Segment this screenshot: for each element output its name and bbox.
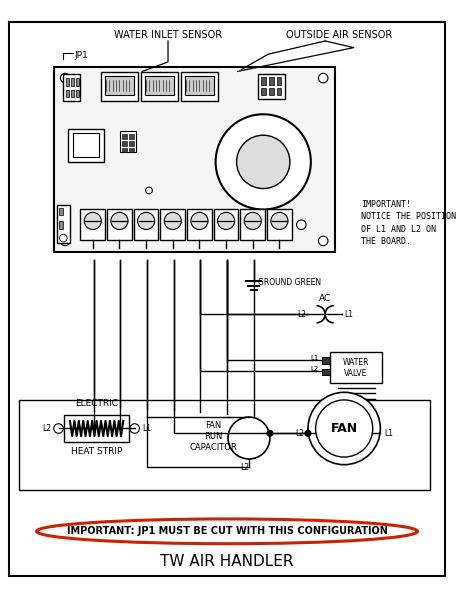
Circle shape [308, 392, 380, 465]
Text: FAN: FAN [330, 422, 358, 435]
Bar [129, 141, 134, 146]
Bar [120, 132, 136, 152]
Text: IMPORTANT!
NOTICE THE POSITION
OF L1 AND L2 ON
THE BOARD.: IMPORTANT! NOTICE THE POSITION OF L1 AND… [361, 200, 456, 246]
Bar [129, 148, 134, 152]
Bar [105, 76, 134, 95]
Text: L1: L1 [310, 355, 319, 361]
Bar [122, 141, 127, 146]
Bar [64, 74, 81, 101]
Circle shape [191, 212, 208, 230]
Bar [261, 88, 266, 95]
Bar [73, 133, 100, 157]
Bar [141, 72, 178, 101]
Text: L1: L1 [384, 429, 393, 438]
Circle shape [244, 212, 261, 230]
Bar [267, 209, 292, 240]
Text: L2: L2 [42, 424, 51, 433]
Text: L2: L2 [310, 367, 319, 373]
Circle shape [319, 74, 328, 83]
Bar [322, 357, 330, 364]
Text: GROUND GREEN: GROUND GREEN [258, 278, 321, 287]
Bar [276, 88, 282, 95]
Bar [58, 221, 64, 228]
Circle shape [316, 400, 373, 457]
Bar [68, 129, 104, 162]
Circle shape [267, 431, 273, 436]
Bar [160, 209, 185, 240]
Bar [134, 209, 158, 240]
Text: HEAT STRIP: HEAT STRIP [71, 447, 122, 456]
Bar [182, 72, 218, 101]
Circle shape [54, 424, 64, 434]
Text: OUTSIDE AIR SENSOR: OUTSIDE AIR SENSOR [286, 30, 392, 40]
Bar [76, 90, 79, 97]
Bar [129, 135, 134, 139]
Circle shape [111, 212, 128, 230]
Bar [64, 415, 129, 442]
Text: L2: L2 [297, 310, 306, 319]
Bar [269, 77, 273, 85]
Bar [322, 368, 330, 375]
Bar [81, 209, 105, 240]
Text: FAN
RUN
CAPACITOR: FAN RUN CAPACITOR [190, 421, 237, 452]
Circle shape [216, 114, 311, 209]
Text: WATER INLET SENSOR: WATER INLET SENSOR [114, 30, 222, 40]
Text: JP1: JP1 [75, 51, 89, 60]
Circle shape [228, 417, 270, 459]
Circle shape [130, 424, 139, 434]
Bar [185, 76, 214, 95]
Text: TW AIR HANDLER: TW AIR HANDLER [160, 554, 294, 569]
Bar [330, 352, 382, 383]
Bar [56, 205, 70, 243]
Bar [276, 77, 282, 85]
Bar [145, 76, 174, 95]
Circle shape [297, 220, 306, 230]
Circle shape [137, 212, 155, 230]
Bar [58, 208, 64, 215]
Text: L2: L2 [295, 429, 304, 438]
Bar [66, 90, 69, 97]
Bar [269, 88, 273, 95]
Circle shape [271, 212, 288, 230]
Bar [101, 72, 137, 101]
Text: L1: L1 [344, 310, 353, 319]
Bar [71, 78, 74, 86]
Text: L2: L2 [241, 463, 250, 472]
Bar [54, 66, 335, 252]
Bar [261, 77, 266, 85]
Circle shape [60, 74, 70, 83]
Circle shape [60, 236, 70, 246]
Bar [187, 209, 212, 240]
Circle shape [218, 212, 235, 230]
Circle shape [146, 187, 152, 194]
Circle shape [319, 236, 328, 246]
Circle shape [305, 431, 311, 436]
Circle shape [84, 212, 101, 230]
Text: ELECTRIC: ELECTRIC [75, 399, 118, 408]
Bar [71, 90, 74, 97]
Bar [66, 78, 69, 86]
Bar [107, 209, 132, 240]
Circle shape [237, 135, 290, 188]
Text: AC: AC [319, 294, 331, 303]
Bar [214, 209, 238, 240]
Bar [18, 400, 430, 490]
Bar [76, 78, 79, 86]
Text: L1: L1 [142, 424, 151, 433]
Circle shape [164, 212, 182, 230]
Bar [258, 74, 285, 99]
Bar [122, 135, 127, 139]
Bar [240, 209, 265, 240]
Circle shape [59, 234, 67, 242]
Text: WATER
VALVE: WATER VALVE [343, 358, 369, 377]
Text: IMPORTANT: JP1 MUST BE CUT WITH THIS CONFIGURATION: IMPORTANT: JP1 MUST BE CUT WITH THIS CON… [67, 526, 387, 536]
Bar [122, 148, 127, 152]
